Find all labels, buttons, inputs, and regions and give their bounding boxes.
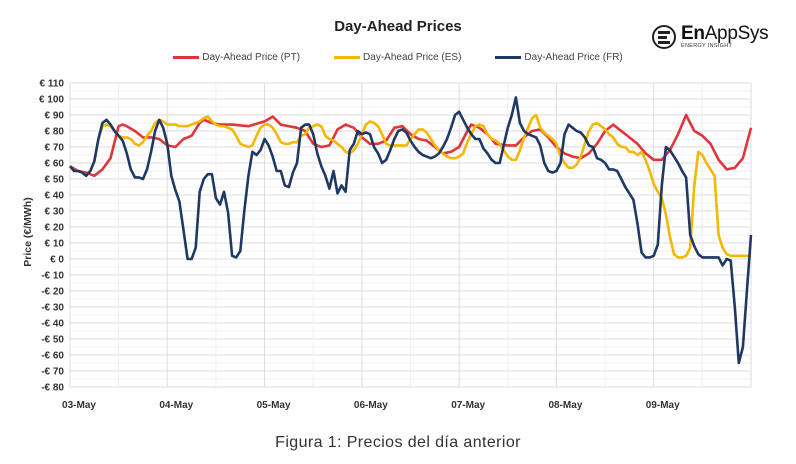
chart-title: Day-Ahead Prices — [334, 18, 462, 35]
y-tick-label: -€ 80 — [41, 383, 64, 394]
logo-e-icon — [652, 25, 676, 49]
y-tick-label: € 20 — [45, 223, 65, 234]
x-axis-ticks: 03-May 04-May 05-May 06-May 07-May 08-May 09-M… — [62, 400, 680, 411]
y-tick-label: -€ 40 — [41, 319, 64, 330]
y-tick-label: -€ 30 — [41, 303, 64, 314]
series-lines — [69, 96, 753, 365]
y-tick-label: € 30 — [45, 207, 65, 218]
legend-label-fr: Day-Ahead Price (FR) — [524, 52, 623, 63]
y-axis-label: Price (€/MWh) — [22, 197, 34, 266]
series-line-pt — [69, 113, 753, 178]
y-tick-label: € 70 — [45, 143, 65, 154]
figure-caption: Figura 1: Precios del día anterior — [275, 434, 521, 451]
legend-label-es: Day-Ahead Price (ES) — [363, 52, 462, 63]
y-tick-label: € 60 — [45, 159, 65, 170]
y-tick-label: € 0 — [50, 255, 64, 266]
y-tick-label: -€ 20 — [41, 287, 64, 298]
logo-wordmark: EnAppSys — [681, 23, 769, 44]
grid — [69, 82, 752, 388]
y-axis-ticks: € 110 € 100 € 90 € 80 € 70 € 60 € 50 € 40 € 30 € … — [39, 79, 64, 394]
x-tick-label: 05-May — [257, 400, 291, 411]
y-tick-label: -€ 50 — [41, 335, 64, 346]
y-tick-label: -€ 10 — [41, 271, 64, 282]
x-tick-label: 09-May — [646, 400, 680, 411]
legend-swatch-pt — [173, 56, 200, 59]
legend-swatch-es — [334, 56, 361, 59]
x-tick-label: 04-May — [159, 400, 193, 411]
series-line-fr — [69, 96, 753, 365]
legend-swatch-fr — [495, 56, 522, 59]
chart-legend: Day-Ahead Price (PT) Day-Ahead Price (ES… — [0, 52, 796, 63]
x-tick-label: 08-May — [548, 400, 582, 411]
logo-tagline: ENERGY INSIGHT — [681, 43, 733, 49]
legend-item-pt: Day-Ahead Price (PT) — [173, 52, 300, 63]
y-tick-label: -€ 60 — [41, 351, 64, 362]
y-tick-label: € 110 — [40, 79, 65, 90]
legend-item-fr: Day-Ahead Price (FR) — [495, 52, 623, 63]
x-tick-label: 03-May — [62, 400, 96, 411]
y-tick-label: € 40 — [45, 191, 65, 202]
y-tick-label: -€ 70 — [41, 367, 64, 378]
enappsys-logo: EnAppSys ENERGY INSIGHT — [652, 23, 769, 49]
y-tick-label: € 50 — [45, 175, 65, 186]
x-tick-label: 06-May — [354, 400, 388, 411]
x-tick-label: 07-May — [451, 400, 485, 411]
legend-label-pt: Day-Ahead Price (PT) — [202, 52, 301, 63]
legend-item-es: Day-Ahead Price (ES) — [334, 52, 461, 63]
y-tick-label: € 10 — [45, 239, 65, 250]
y-tick-label: € 100 — [39, 95, 64, 106]
y-tick-label: € 90 — [45, 111, 65, 122]
y-tick-label: € 80 — [45, 127, 65, 138]
